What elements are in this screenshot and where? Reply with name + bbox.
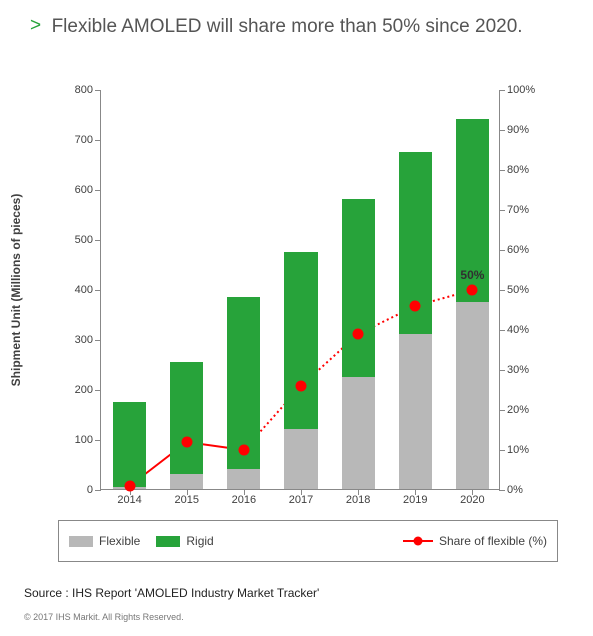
- y2-tick-label: 20%: [507, 404, 529, 416]
- bar-rigid: [227, 297, 260, 470]
- swatch-line: [403, 535, 433, 547]
- swatch-flexible: [69, 536, 93, 547]
- y2-tick: [499, 130, 505, 131]
- x-tick-label: 2018: [346, 494, 370, 506]
- y1-axis-label: Shipment Unit (Millions of pieces): [9, 194, 23, 387]
- x-tick-label: 2017: [289, 494, 313, 506]
- y2-tick: [499, 410, 505, 411]
- y1-tick-label: 300: [75, 334, 93, 346]
- y1-tick: [95, 190, 101, 191]
- y2-tick: [499, 290, 505, 291]
- line-marker: [238, 445, 249, 456]
- y1-tick-label: 0: [87, 484, 93, 496]
- x-tick-label: 2014: [117, 494, 141, 506]
- y1-tick: [95, 240, 101, 241]
- x-tick-label: 2016: [232, 494, 256, 506]
- bar-flexible: [227, 469, 260, 489]
- chevron-icon: >: [30, 14, 41, 39]
- callout-label: 50%: [460, 268, 484, 282]
- legend-label: Flexible: [99, 534, 140, 548]
- bar-flexible: [170, 474, 203, 489]
- y2-tick: [499, 490, 505, 491]
- y2-tick: [499, 250, 505, 251]
- y1-tick: [95, 490, 101, 491]
- y1-tick: [95, 340, 101, 341]
- y2-tick: [499, 370, 505, 371]
- y1-tick-label: 800: [75, 84, 93, 96]
- chart: Shipment Unit (Millions of pieces) 01002…: [56, 90, 548, 520]
- y2-tick-label: 70%: [507, 204, 529, 216]
- y2-tick: [499, 330, 505, 331]
- y2-tick-label: 80%: [507, 164, 529, 176]
- bar-flexible: [399, 334, 432, 489]
- bar-rigid: [170, 362, 203, 475]
- line-marker: [181, 437, 192, 448]
- y1-tick-label: 500: [75, 234, 93, 246]
- y1-tick-label: 600: [75, 184, 93, 196]
- legend: Flexible Rigid Share of flexible (%): [58, 520, 558, 562]
- x-tick-label: 2019: [403, 494, 427, 506]
- legend-item-line: Share of flexible (%): [403, 534, 547, 548]
- legend-label: Rigid: [186, 534, 213, 548]
- y2-tick: [499, 450, 505, 451]
- y1-tick-label: 700: [75, 134, 93, 146]
- x-tick-label: 2020: [460, 494, 484, 506]
- y2-tick: [499, 210, 505, 211]
- bar-flexible: [342, 377, 375, 490]
- copyright-text: © 2017 IHS Markit. All Rights Reserved.: [24, 612, 184, 622]
- y1-tick-label: 400: [75, 284, 93, 296]
- line-marker: [467, 285, 478, 296]
- y1-tick: [95, 140, 101, 141]
- x-tick-label: 2015: [174, 494, 198, 506]
- bar-rigid: [284, 252, 317, 430]
- y2-tick-label: 40%: [507, 324, 529, 336]
- line-marker: [410, 301, 421, 312]
- y1-tick: [95, 390, 101, 391]
- y2-tick-label: 30%: [507, 364, 529, 376]
- title-text: Flexible AMOLED will share more than 50%…: [52, 16, 523, 37]
- plot-area: 01002003004005006007008000%10%20%30%40%5…: [100, 90, 500, 490]
- legend-item-rigid: Rigid: [156, 534, 213, 548]
- chart-title: > Flexible AMOLED will share more than 5…: [30, 14, 563, 40]
- bar-flexible: [284, 429, 317, 489]
- y2-tick-label: 60%: [507, 244, 529, 256]
- y2-tick: [499, 170, 505, 171]
- y1-tick: [95, 290, 101, 291]
- y2-tick: [499, 90, 505, 91]
- line-marker: [296, 381, 307, 392]
- bar-rigid: [342, 199, 375, 377]
- line-marker: [353, 329, 364, 340]
- swatch-rigid: [156, 536, 180, 547]
- source-text: Source : IHS Report 'AMOLED Industry Mar…: [24, 586, 319, 600]
- y1-tick-label: 100: [75, 434, 93, 446]
- y2-tick-label: 90%: [507, 124, 529, 136]
- legend-label: Share of flexible (%): [439, 534, 547, 548]
- y2-tick-label: 50%: [507, 284, 529, 296]
- y1-tick: [95, 440, 101, 441]
- y1-tick-label: 200: [75, 384, 93, 396]
- bar-rigid: [113, 402, 146, 487]
- legend-item-flexible: Flexible: [69, 534, 140, 548]
- bar-flexible: [456, 302, 489, 490]
- y1-tick: [95, 90, 101, 91]
- y2-tick-label: 10%: [507, 444, 529, 456]
- y2-tick-label: 0%: [507, 484, 523, 496]
- line-marker: [124, 481, 135, 492]
- y2-tick-label: 100%: [507, 84, 535, 96]
